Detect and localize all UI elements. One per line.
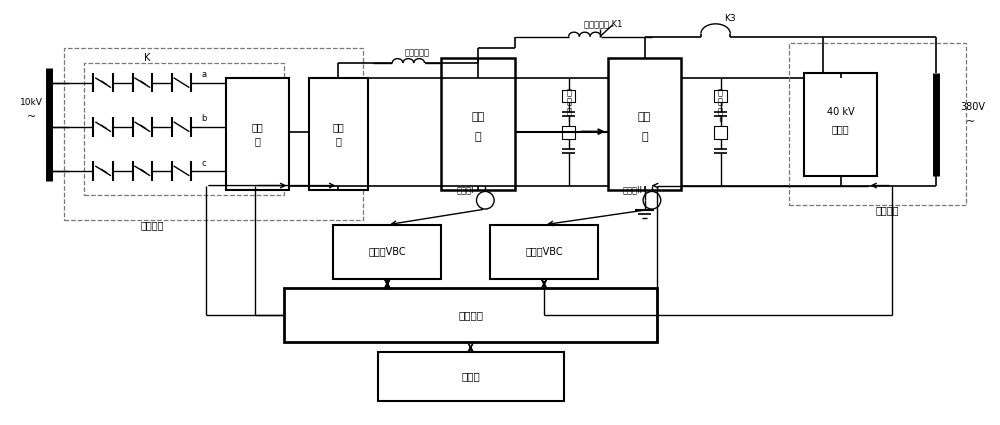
Bar bbox=[562, 126, 575, 139]
Text: 10kV: 10kV bbox=[20, 98, 43, 107]
Text: ~: ~ bbox=[27, 112, 36, 122]
Text: 辅助: 辅助 bbox=[471, 112, 485, 122]
Text: 补能电源: 补能电源 bbox=[140, 220, 164, 230]
Text: c: c bbox=[201, 159, 206, 167]
Text: 380V: 380V bbox=[961, 102, 986, 112]
Bar bbox=[284, 289, 657, 343]
Text: ~: ~ bbox=[966, 117, 975, 127]
Text: 传感器II: 传感器II bbox=[622, 185, 642, 194]
Text: 变压: 变压 bbox=[252, 122, 263, 132]
Bar bbox=[378, 352, 564, 401]
Bar bbox=[562, 90, 575, 102]
Text: 压: 压 bbox=[566, 98, 571, 107]
Bar bbox=[714, 126, 727, 139]
Bar bbox=[84, 63, 284, 196]
Text: 阀: 阀 bbox=[475, 132, 481, 142]
Bar bbox=[490, 225, 598, 279]
Text: a: a bbox=[201, 70, 206, 79]
Text: 主控制器: 主控制器 bbox=[458, 310, 483, 320]
Text: b: b bbox=[201, 114, 206, 123]
Text: 器: 器 bbox=[255, 136, 260, 147]
Text: 试品阀VBC: 试品阀VBC bbox=[525, 246, 563, 256]
Text: 器: 器 bbox=[335, 136, 341, 147]
Text: 上位机: 上位机 bbox=[461, 371, 480, 382]
Bar bbox=[789, 43, 966, 205]
Bar bbox=[226, 78, 289, 190]
Bar bbox=[608, 58, 681, 190]
Text: 阀: 阀 bbox=[641, 132, 648, 142]
Text: 分: 分 bbox=[566, 88, 571, 97]
Text: 器: 器 bbox=[566, 108, 571, 116]
Text: 辅助阀VBC: 辅助阀VBC bbox=[368, 246, 406, 256]
Text: 充电电源: 充电电源 bbox=[875, 205, 899, 215]
Bar bbox=[333, 225, 441, 279]
Text: 整流: 整流 bbox=[332, 122, 344, 132]
Text: II: II bbox=[718, 116, 723, 125]
Text: 传感器I: 传感器I bbox=[457, 185, 474, 194]
Text: 试品: 试品 bbox=[638, 112, 651, 122]
Text: 电源柜: 电源柜 bbox=[832, 124, 849, 134]
Bar bbox=[714, 90, 727, 102]
Bar bbox=[804, 73, 877, 176]
Text: 压: 压 bbox=[718, 98, 723, 107]
Bar bbox=[441, 58, 515, 190]
Bar bbox=[309, 78, 368, 190]
Text: 负载电抗器 K1: 负载电抗器 K1 bbox=[584, 20, 622, 28]
Bar bbox=[64, 48, 363, 220]
Text: 平波电抗器: 平波电抗器 bbox=[404, 49, 429, 58]
Text: K3: K3 bbox=[724, 14, 736, 23]
Text: K: K bbox=[144, 53, 150, 63]
Text: 40 kV: 40 kV bbox=[827, 107, 854, 117]
Text: 分: 分 bbox=[718, 88, 723, 97]
Text: I: I bbox=[567, 116, 570, 125]
Text: 器: 器 bbox=[718, 108, 723, 116]
